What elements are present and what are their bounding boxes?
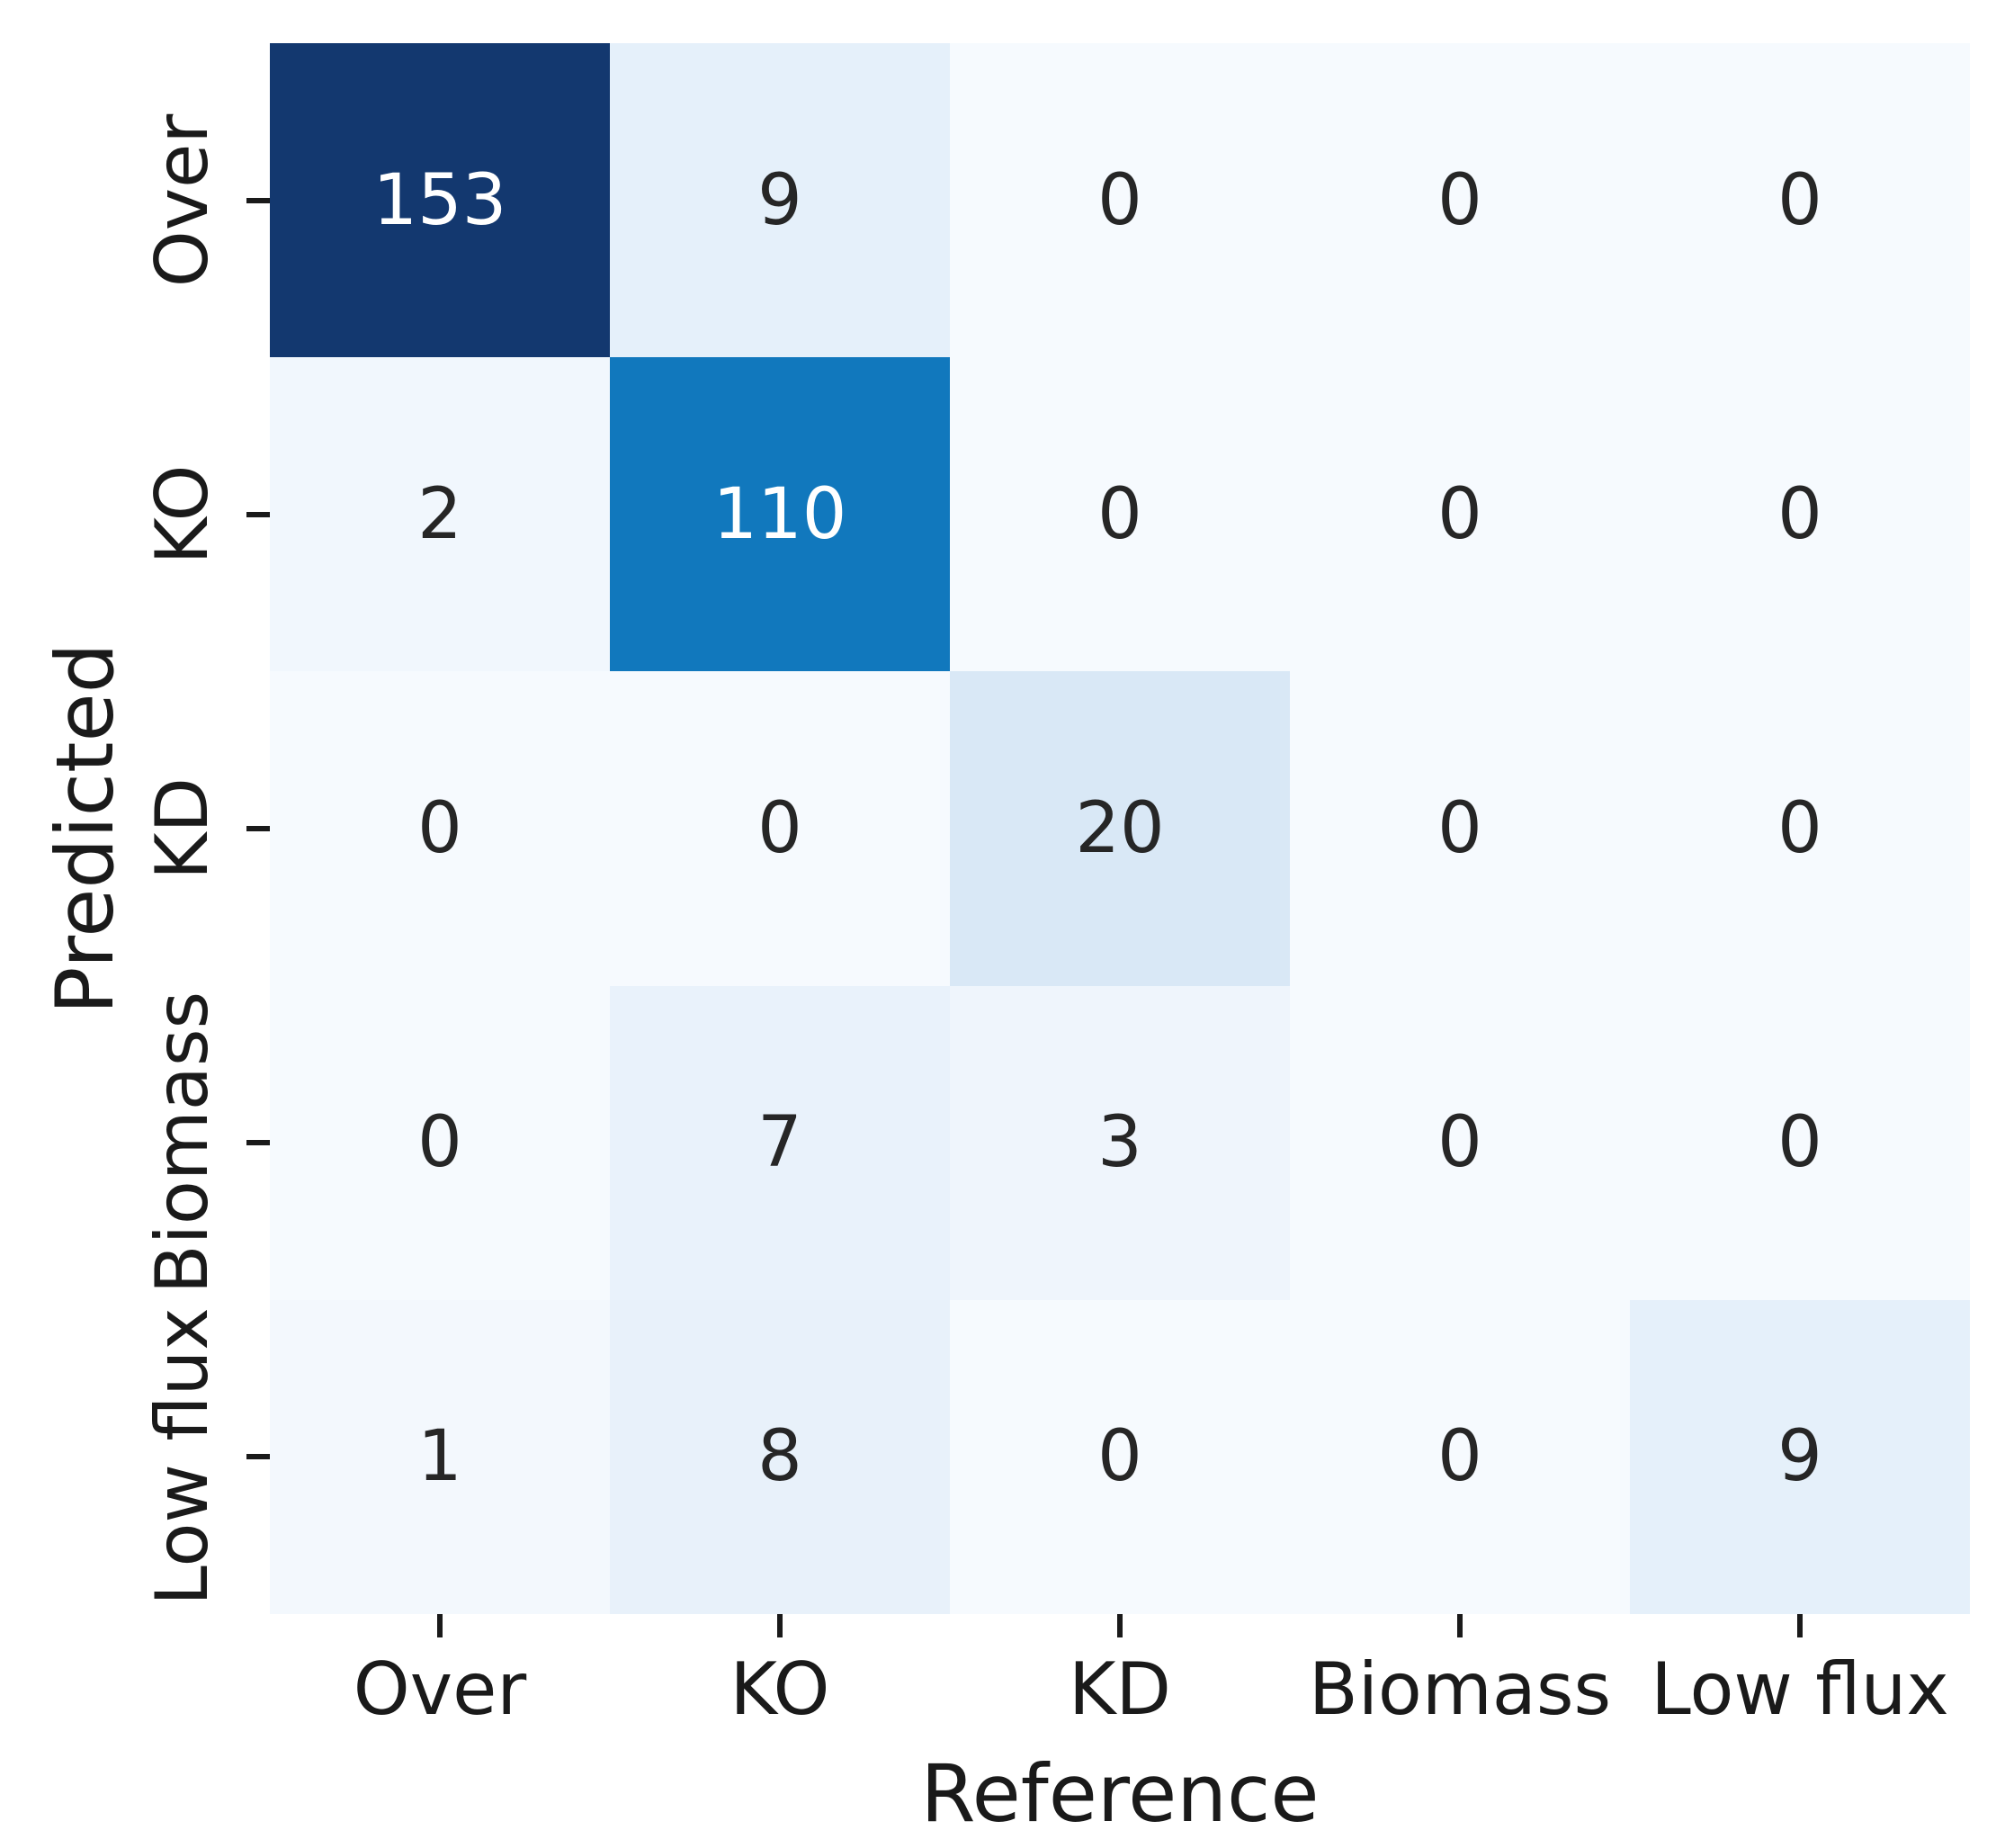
cell-value: 153 <box>372 159 507 241</box>
heatmap-cell-over-low-flux: 0 <box>1630 43 1970 358</box>
cell-value: 0 <box>1437 1102 1482 1184</box>
cell-value: 9 <box>1777 1416 1822 1498</box>
heatmap-cell-ko-over: 2 <box>270 357 610 672</box>
heatmap-cell-biomass-low-flux: 0 <box>1630 985 1970 1300</box>
y-tick-label-over: Over <box>140 113 224 287</box>
x-tick-mark-ko <box>777 1614 783 1637</box>
heatmap-cell-low-flux-ko: 8 <box>610 1299 950 1614</box>
x-axis-title: Reference <box>920 1747 1320 1840</box>
cell-value: 9 <box>757 159 802 241</box>
cell-value: 3 <box>1097 1102 1142 1184</box>
cell-value: 0 <box>417 1102 462 1184</box>
y-tick-label-kd: KD <box>140 776 224 881</box>
x-tick-label-kd: KD <box>1068 1647 1172 1731</box>
cell-value: 0 <box>1777 787 1822 869</box>
heatmap-cell-ko-ko: 110 <box>610 357 950 672</box>
heatmap-cell-biomass-biomass: 0 <box>1290 985 1630 1300</box>
cell-value: 1 <box>417 1416 462 1498</box>
y-tick-mark-biomass <box>246 1140 270 1146</box>
cell-value: 0 <box>1777 473 1822 555</box>
cell-value: 0 <box>1097 1416 1142 1498</box>
x-tick-label-ko: KO <box>729 1647 830 1731</box>
cell-value: 20 <box>1075 787 1165 869</box>
x-tick-label-over: Over <box>353 1647 527 1731</box>
heatmap-plot-area: 153 9 0 0 0 2 110 0 0 0 0 0 20 0 0 0 7 3 0 0 1 8 0 0 9 <box>270 43 1970 1614</box>
cell-value: 0 <box>1097 473 1142 555</box>
y-tick-label-low-flux: Low flux <box>140 1307 224 1607</box>
heatmap-cell-low-flux-low-flux: 9 <box>1630 1299 1970 1614</box>
cell-value: 0 <box>417 787 462 869</box>
heatmap-cell-biomass-ko: 7 <box>610 985 950 1300</box>
cell-value: 0 <box>757 787 802 869</box>
x-tick-mark-over <box>437 1614 443 1637</box>
y-tick-mark-low-flux <box>246 1454 270 1460</box>
heatmap-cell-over-over: 153 <box>270 43 610 358</box>
x-tick-label-biomass: Biomass <box>1308 1647 1612 1731</box>
heatmap-cell-biomass-over: 0 <box>270 985 610 1300</box>
cell-value: 0 <box>1437 1416 1482 1498</box>
heatmap-cell-kd-over: 0 <box>270 671 610 986</box>
cell-value: 0 <box>1437 787 1482 869</box>
y-tick-mark-kd <box>246 826 270 831</box>
x-tick-mark-biomass <box>1457 1614 1463 1637</box>
heatmap-cell-kd-kd: 20 <box>950 671 1290 986</box>
heatmap-cell-kd-biomass: 0 <box>1290 671 1630 986</box>
cell-value: 0 <box>1097 159 1142 241</box>
cell-value: 110 <box>712 473 847 555</box>
heatmap-cell-over-ko: 9 <box>610 43 950 358</box>
y-tick-label-ko: KO <box>140 464 224 565</box>
heatmap-cell-kd-ko: 0 <box>610 671 950 986</box>
cell-value: 0 <box>1437 473 1482 555</box>
heatmap-cell-low-flux-biomass: 0 <box>1290 1299 1630 1614</box>
x-tick-label-low-flux: Low flux <box>1651 1647 1949 1731</box>
cell-value: 0 <box>1437 159 1482 241</box>
y-tick-mark-ko <box>246 511 270 517</box>
y-axis-title: Predicted <box>39 642 131 1015</box>
x-tick-mark-low-flux <box>1797 1614 1803 1637</box>
y-tick-label-biomass: Biomass <box>140 991 224 1295</box>
cell-value: 2 <box>417 473 462 555</box>
cell-value: 8 <box>757 1416 802 1498</box>
heatmap-cell-over-kd: 0 <box>950 43 1290 358</box>
heatmap-cell-low-flux-kd: 0 <box>950 1299 1290 1614</box>
x-tick-mark-kd <box>1117 1614 1123 1637</box>
cell-value: 0 <box>1777 159 1822 241</box>
cell-value: 0 <box>1777 1102 1822 1184</box>
heatmap-cell-over-biomass: 0 <box>1290 43 1630 358</box>
heatmap-cell-ko-kd: 0 <box>950 357 1290 672</box>
heatmap-cell-ko-low-flux: 0 <box>1630 357 1970 672</box>
y-tick-mark-over <box>246 197 270 203</box>
heatmap-cell-kd-low-flux: 0 <box>1630 671 1970 986</box>
cell-value: 7 <box>757 1102 802 1184</box>
heatmap-cell-low-flux-over: 1 <box>270 1299 610 1614</box>
heatmap-cell-biomass-kd: 3 <box>950 985 1290 1300</box>
heatmap-cell-ko-biomass: 0 <box>1290 357 1630 672</box>
